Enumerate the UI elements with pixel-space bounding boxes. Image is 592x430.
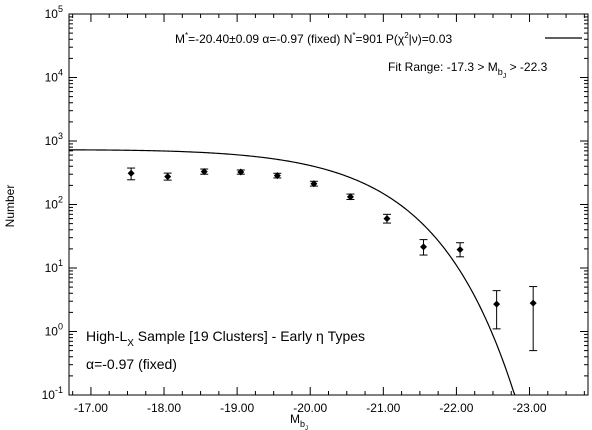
data-point xyxy=(200,168,208,175)
diamond-marker xyxy=(457,246,464,253)
diamond-marker xyxy=(128,170,135,177)
data-point xyxy=(273,172,281,179)
y-tick-label: 102 xyxy=(45,195,63,212)
legend-fit-label: M*=-20.40±0.09 α=-0.97 (fixed) N*=901 P(… xyxy=(175,31,452,46)
data-point xyxy=(346,193,354,200)
data-point xyxy=(383,214,391,223)
diamond-marker xyxy=(164,173,171,180)
legend: M*=-20.40±0.09 α=-0.97 (fixed) N*=901 P(… xyxy=(175,31,582,80)
alpha-annotation: α=-0.97 (fixed) xyxy=(86,356,177,372)
y-tick-label: 100 xyxy=(45,322,63,339)
y-axis-label: Number xyxy=(3,185,17,228)
diamond-marker xyxy=(383,215,390,222)
y-tick-label: 103 xyxy=(45,131,63,148)
x-tick-label: -17.00 xyxy=(74,401,108,415)
diamond-marker xyxy=(530,300,537,307)
y-tick-label: 10-1 xyxy=(42,385,63,402)
y-tick-label: 101 xyxy=(45,258,63,275)
x-tick-label: -21.00 xyxy=(366,401,400,415)
data-point xyxy=(164,173,172,180)
x-tick-label: -23.00 xyxy=(513,401,547,415)
diamond-marker xyxy=(420,243,427,250)
legend-fit-range: Fit Range: -17.3 > MbJ > -22.3 xyxy=(388,60,548,80)
x-tick-label: -18.00 xyxy=(147,401,181,415)
diamond-marker xyxy=(493,301,500,308)
x-axis: -17.00 -18.00 -19.00 -20.00 -21.00 -22.00 -23.… xyxy=(73,14,585,415)
data-point xyxy=(493,291,501,329)
data-point xyxy=(127,168,135,180)
data-point xyxy=(420,240,428,255)
y-tick-label: 104 xyxy=(45,68,63,85)
data-points xyxy=(127,168,537,351)
y-tick-label: 105 xyxy=(45,4,63,21)
data-point xyxy=(237,168,245,175)
x-tick-label: -19.00 xyxy=(220,401,254,415)
data-point xyxy=(456,243,464,257)
x-tick-label: -22.00 xyxy=(439,401,473,415)
data-point xyxy=(310,180,318,187)
data-point xyxy=(529,287,537,351)
sample-annotation: High-LX Sample [19 Clusters] - Early η T… xyxy=(86,328,365,349)
